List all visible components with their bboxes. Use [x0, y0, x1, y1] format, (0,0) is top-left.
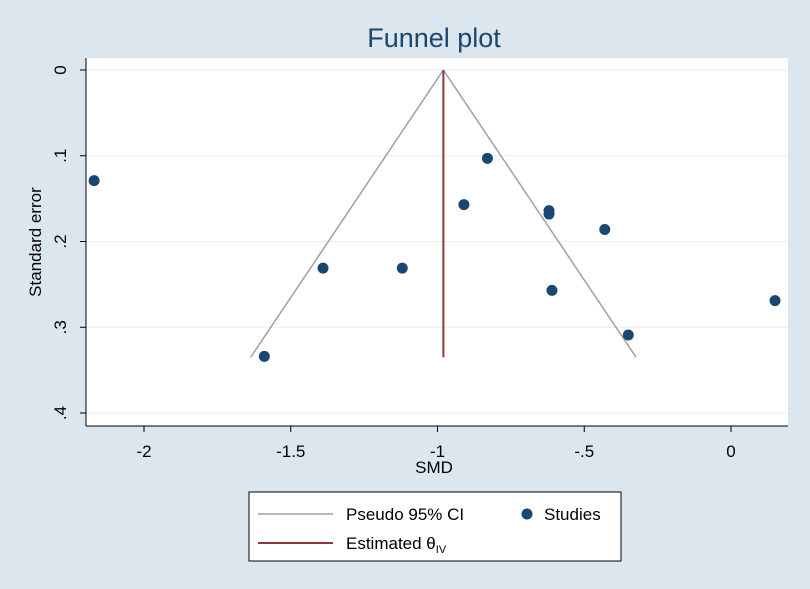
- study-point: [258, 350, 270, 362]
- x-tick-label: -1.5: [276, 442, 305, 461]
- study-point: [622, 329, 634, 341]
- x-axis-ticks: -2 -1.5 -1 -.5 0: [136, 426, 736, 461]
- legend-studies-label: Studies: [544, 505, 601, 524]
- x-axis-label: SMD: [415, 458, 453, 477]
- legend-studies-marker: [521, 508, 533, 520]
- legend-ci-label: Pseudo 95% CI: [346, 505, 464, 524]
- x-tick-label: 0: [726, 442, 735, 461]
- funnel-lines: [250, 69, 637, 358]
- legend-estimate-name: Estimated θ: [346, 534, 436, 553]
- legend-box: [248, 491, 622, 562]
- grid-lines: [86, 69, 788, 414]
- study-point: [458, 199, 470, 211]
- study-point: [546, 284, 558, 296]
- ci-line-left: [250, 69, 444, 358]
- study-point: [317, 262, 329, 274]
- study-point: [481, 152, 493, 164]
- y-tick-label: 0: [51, 65, 70, 74]
- study-point: [543, 208, 555, 220]
- y-axis-ticks: 0 .1 .2 .3 .4: [51, 65, 86, 420]
- study-point: [88, 175, 100, 187]
- x-tick-label: -.5: [574, 442, 594, 461]
- study-point: [769, 295, 781, 307]
- y-axis-label: Standard error: [26, 187, 45, 297]
- legend-estimate-subscript: IV: [436, 544, 447, 556]
- x-tick-label: -2: [136, 442, 151, 461]
- study-points: [88, 152, 781, 362]
- y-tick-label: .4: [51, 406, 70, 420]
- study-point: [396, 262, 408, 274]
- study-point: [599, 223, 611, 235]
- ci-line-right: [442, 69, 637, 358]
- x-tick-label: -1: [430, 442, 445, 461]
- y-tick-label: .3: [51, 320, 70, 334]
- y-tick-label: .1: [51, 149, 70, 163]
- legend: Pseudo 95% CI Studies Estimated θIV: [248, 491, 622, 562]
- legend-estimate-label: Estimated θIV: [346, 534, 447, 556]
- y-tick-label: .2: [51, 234, 70, 248]
- chart-title: Funnel plot: [367, 23, 501, 53]
